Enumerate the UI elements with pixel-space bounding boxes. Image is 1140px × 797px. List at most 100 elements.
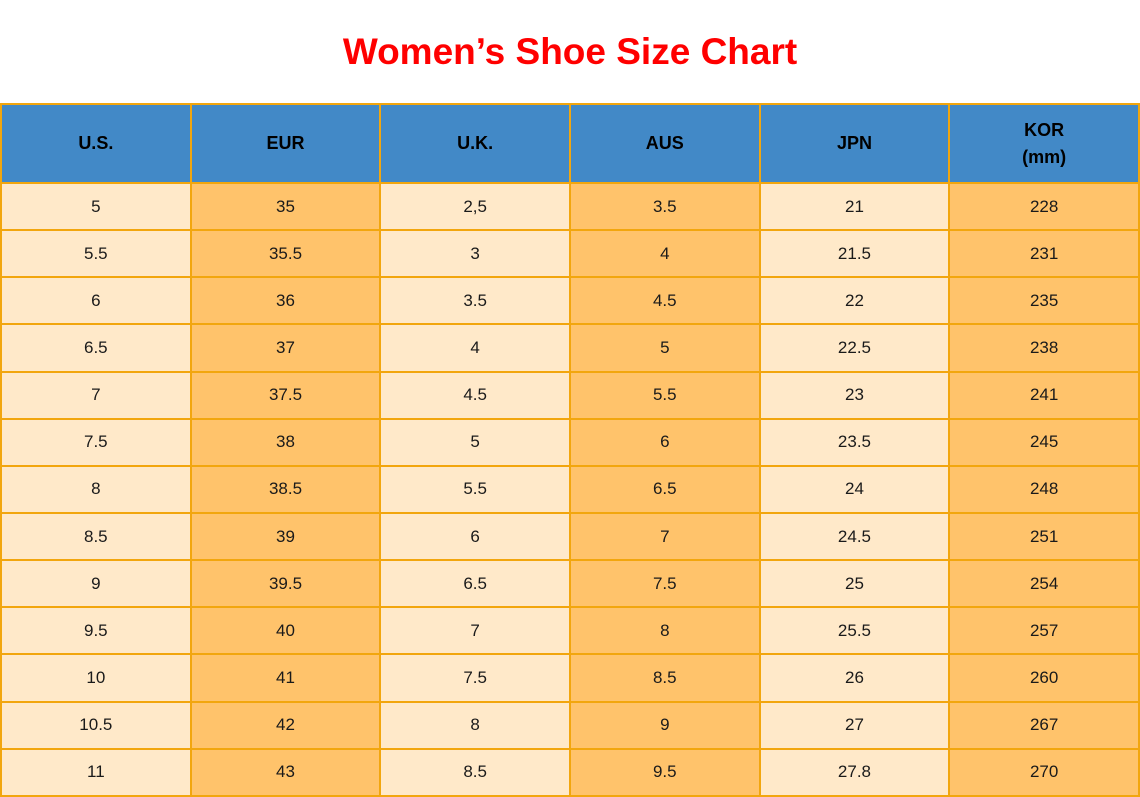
table-cell-uk: 5 xyxy=(379,417,571,467)
table-cell-eur: 38 xyxy=(189,417,382,467)
table-cell-us: 9.5 xyxy=(0,606,192,656)
table-cell-aus: 8.5 xyxy=(568,653,761,703)
table-row: 6.5 37 4 5 22.5 238 xyxy=(0,323,1140,373)
table-cell-aus: 9.5 xyxy=(568,747,761,797)
table-cell-us: 5 xyxy=(0,181,192,232)
table-cell-uk: 3.5 xyxy=(379,276,571,326)
table-cell-aus: 7 xyxy=(568,511,761,562)
column-header-label: KOR xyxy=(1024,120,1065,141)
column-header-us: U.S. xyxy=(0,103,192,184)
table-body: 5 35 2,5 3.5 21 228 5.5 35.5 3 4 21.5 231 6 36 3.5 4.5 2… xyxy=(0,181,1140,797)
table-header: U.S. EUR U.K. AUS JPN KOR (mm) xyxy=(0,103,1140,184)
table-cell-jpn: 21 xyxy=(758,181,951,232)
table-cell-jpn: 23 xyxy=(758,370,951,420)
table-cell-kor: 238 xyxy=(948,323,1140,373)
table-cell-kor: 257 xyxy=(948,606,1140,656)
table-cell-jpn: 23.5 xyxy=(758,417,951,467)
column-header-jpn: JPN xyxy=(758,103,951,184)
table-cell-aus: 5 xyxy=(568,323,761,373)
table-cell-jpn: 27 xyxy=(758,700,951,750)
table-cell-kor: 248 xyxy=(948,464,1140,514)
table-row: 10.5 42 8 9 27 267 xyxy=(0,700,1140,750)
column-header-uk: U.K. xyxy=(379,103,571,184)
column-header-label: U.S. xyxy=(78,133,114,154)
table-cell-kor: 241 xyxy=(948,370,1140,420)
table-cell-kor: 235 xyxy=(948,276,1140,326)
column-header-label: AUS xyxy=(645,133,684,154)
table-cell-kor: 228 xyxy=(948,181,1140,232)
table-cell-uk: 8 xyxy=(379,700,571,750)
table-row: 6 36 3.5 4.5 22 235 xyxy=(0,276,1140,326)
table-cell-jpn: 21.5 xyxy=(758,229,951,279)
shoe-size-table: U.S. EUR U.K. AUS JPN KOR (mm) 5 35 2,5 3.5 21 228 5… xyxy=(0,103,1140,797)
table-cell-aus: 6.5 xyxy=(568,464,761,514)
table-cell-uk: 6.5 xyxy=(379,559,571,609)
table-cell-aus: 4 xyxy=(568,229,761,279)
table-cell-us: 8 xyxy=(0,464,192,514)
table-row: 9 39.5 6.5 7.5 25 254 xyxy=(0,559,1140,609)
table-cell-kor: 254 xyxy=(948,559,1140,609)
table-row: 11 43 8.5 9.5 27.8 270 xyxy=(0,747,1140,797)
table-row: 7.5 38 5 6 23.5 245 xyxy=(0,417,1140,467)
page-title: Women’s Shoe Size Chart xyxy=(342,30,798,72)
table-cell-uk: 8.5 xyxy=(379,747,571,797)
table-cell-jpn: 22 xyxy=(758,276,951,326)
table-cell-aus: 9 xyxy=(568,700,761,750)
table-cell-eur: 40 xyxy=(189,606,382,656)
table-cell-us: 6.5 xyxy=(0,323,192,373)
table-cell-jpn: 27.8 xyxy=(758,747,951,797)
table-cell-eur: 37 xyxy=(189,323,382,373)
table-row: 5 35 2,5 3.5 21 228 xyxy=(0,181,1140,232)
table-cell-aus: 6 xyxy=(568,417,761,467)
table-cell-aus: 3.5 xyxy=(568,181,761,232)
table-cell-us: 10.5 xyxy=(0,700,192,750)
column-header-eur: EUR xyxy=(189,103,382,184)
table-cell-uk: 3 xyxy=(379,229,571,279)
table-row: 9.5 40 7 8 25.5 257 xyxy=(0,606,1140,656)
table-cell-kor: 267 xyxy=(948,700,1140,750)
table-cell-kor: 245 xyxy=(948,417,1140,467)
table-row: 7 37.5 4.5 5.5 23 241 xyxy=(0,370,1140,420)
table-cell-eur: 41 xyxy=(189,653,382,703)
table-cell-us: 6 xyxy=(0,276,192,326)
table-cell-us: 7.5 xyxy=(0,417,192,467)
table-cell-eur: 39.5 xyxy=(189,559,382,609)
table-cell-eur: 43 xyxy=(189,747,382,797)
table-cell-eur: 39 xyxy=(189,511,382,562)
table-cell-uk: 4 xyxy=(379,323,571,373)
table-row: 5.5 35.5 3 4 21.5 231 xyxy=(0,229,1140,279)
header-row: U.S. EUR U.K. AUS JPN KOR (mm) xyxy=(0,103,1140,184)
table-cell-jpn: 22.5 xyxy=(758,323,951,373)
table-cell-kor: 270 xyxy=(948,747,1140,797)
table-cell-uk: 5.5 xyxy=(379,464,571,514)
column-header-kor: KOR (mm) xyxy=(948,103,1140,184)
table-cell-us: 10 xyxy=(0,653,192,703)
table-cell-aus: 4.5 xyxy=(568,276,761,326)
table-cell-jpn: 26 xyxy=(758,653,951,703)
table-cell-uk: 6 xyxy=(379,511,571,562)
table-cell-aus: 5.5 xyxy=(568,370,761,420)
table-cell-eur: 42 xyxy=(189,700,382,750)
table-cell-eur: 35.5 xyxy=(189,229,382,279)
table-row: 8 38.5 5.5 6.5 24 248 xyxy=(0,464,1140,514)
column-header-label: JPN xyxy=(836,133,872,154)
table-cell-us: 8.5 xyxy=(0,511,192,562)
table-cell-uk: 4.5 xyxy=(379,370,571,420)
table-cell-kor: 231 xyxy=(948,229,1140,279)
table-cell-us: 9 xyxy=(0,559,192,609)
table-cell-uk: 7.5 xyxy=(379,653,571,703)
table-cell-aus: 8 xyxy=(568,606,761,656)
table-cell-eur: 38.5 xyxy=(189,464,382,514)
table-cell-eur: 36 xyxy=(189,276,382,326)
column-header-aus: AUS xyxy=(568,103,761,184)
title-area: Women’s Shoe Size Chart xyxy=(0,0,1140,103)
table-cell-eur: 35 xyxy=(189,181,382,232)
column-header-label: U.K. xyxy=(457,133,494,154)
table-row: 8.5 39 6 7 24.5 251 xyxy=(0,511,1140,562)
table-cell-us: 7 xyxy=(0,370,192,420)
table-cell-eur: 37.5 xyxy=(189,370,382,420)
column-header-sublabel: (mm) xyxy=(1022,146,1067,167)
table-cell-us: 5.5 xyxy=(0,229,192,279)
table-cell-jpn: 25 xyxy=(758,559,951,609)
